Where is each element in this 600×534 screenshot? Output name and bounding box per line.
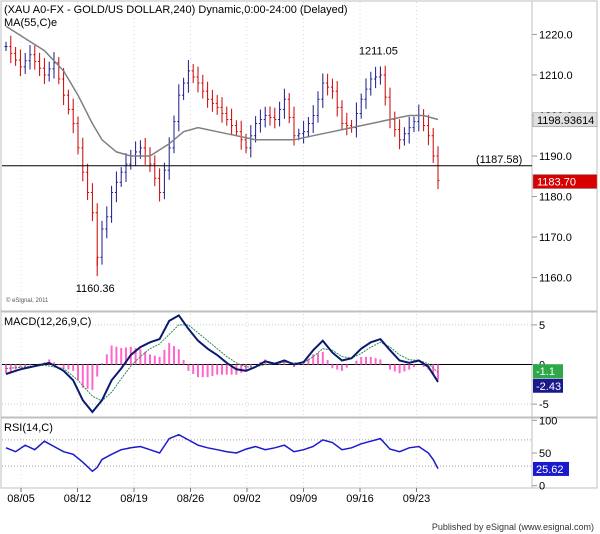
grid-lines bbox=[2, 2, 532, 487]
publisher-credit: Published by eSignal (www.esignal.com) bbox=[432, 522, 594, 532]
date-tick-label: 09/09 bbox=[290, 493, 318, 505]
axis-layer: 1160.01170.01180.01190.01200.01210.01220… bbox=[532, 29, 598, 493]
macd-last-value-box bbox=[533, 364, 563, 379]
price-layer: (1187.58) 1211.05 1160.36 bbox=[2, 25, 532, 295]
rsi-panel-frame bbox=[0, 417, 598, 489]
rsi-panel-title: RSI(14,C) bbox=[4, 422, 53, 434]
macd-panel-frame bbox=[0, 311, 598, 418]
rsi-layer bbox=[5, 433, 439, 473]
macd-signal-line bbox=[5, 324, 439, 402]
rsi-last-value-box bbox=[533, 461, 569, 476]
price-tick-label: 1220.0 bbox=[539, 29, 573, 41]
ma-line bbox=[5, 25, 439, 157]
macd-line bbox=[5, 314, 439, 414]
price-annotation: 1211.05 bbox=[359, 46, 398, 58]
price-last-value: 1198.93614 bbox=[537, 115, 594, 127]
date-axis: 08/05 08/12 08/19 08/26 09/02 09/09 09/16 09/23 bbox=[7, 488, 430, 505]
date-tick-label: 09/16 bbox=[346, 493, 374, 505]
price-annotation: 1160.36 bbox=[76, 283, 115, 295]
price-last-value-box bbox=[532, 174, 598, 189]
date-tick-label: 09/02 bbox=[233, 493, 261, 505]
price-tick-label: 1210.0 bbox=[539, 70, 573, 82]
price-tick-label: 1180.0 bbox=[539, 192, 572, 204]
macd-tick-label: -5 bbox=[539, 399, 549, 411]
price-tick-label: 1170.0 bbox=[539, 232, 572, 244]
rsi-line bbox=[5, 433, 439, 473]
date-tick-label: 08/19 bbox=[120, 493, 148, 505]
price-panel-frame bbox=[0, 0, 598, 312]
rsi-last-value: 25.62 bbox=[536, 464, 564, 476]
date-tick-label: 08/26 bbox=[177, 493, 205, 505]
macd-last-value: -1.1 bbox=[536, 366, 555, 378]
rsi-tick-label: 0 bbox=[539, 481, 545, 493]
date-tick-label: 08/05 bbox=[7, 493, 35, 505]
price-last-value: 1183.70 bbox=[537, 177, 576, 189]
macd-last-value-box bbox=[533, 378, 563, 393]
ma-indicator-label: MA(55,C)e bbox=[4, 17, 57, 29]
rsi-tick-label: 50 bbox=[539, 448, 551, 460]
macd-last-value: -2.43 bbox=[536, 381, 561, 393]
date-tick-label: 08/12 bbox=[64, 493, 92, 505]
price-tick-label: 1160.0 bbox=[539, 273, 572, 285]
copyright-text: © eSignal, 2011 bbox=[6, 297, 49, 304]
rsi-tick-label: 100 bbox=[539, 415, 557, 427]
price-last-value-box bbox=[532, 112, 598, 128]
macd-layer bbox=[2, 314, 532, 414]
date-tick-label: 09/23 bbox=[403, 493, 431, 505]
macd-panel-title: MACD(12,26,9,C) bbox=[4, 316, 91, 328]
macd-tick-label: 5 bbox=[539, 320, 545, 332]
price-tick-label: 1190.0 bbox=[539, 151, 572, 163]
price-chart-title: (XAU A0-FX - GOLD/US DOLLAR,240) Dynamic… bbox=[4, 4, 348, 16]
support-level-label: (1187.58) bbox=[476, 154, 522, 166]
